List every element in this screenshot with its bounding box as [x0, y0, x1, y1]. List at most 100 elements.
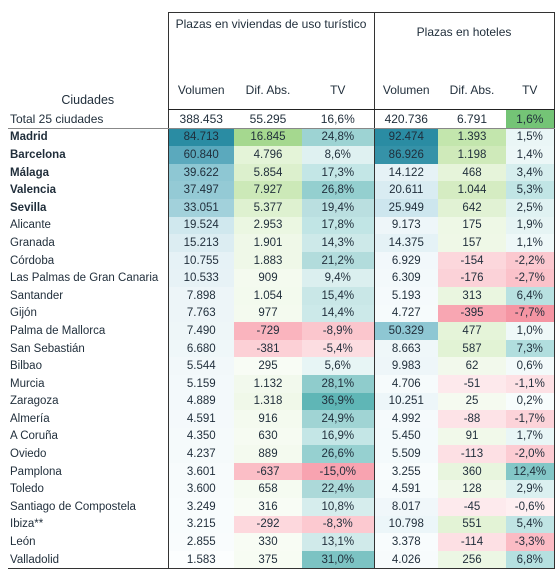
dif-hoteles-cell: 360 [438, 462, 507, 481]
volumen-viviendas-cell: 10.533 [167, 269, 234, 287]
tv-viviendas-cell: -8,3% [302, 515, 375, 534]
total-dif-hoteles: 6.791 [438, 109, 507, 129]
city-cell: Santiago de Compostela [10, 500, 136, 513]
dif-viviendas-cell: 909 [234, 269, 302, 287]
tv-viviendas-cell: 10,8% [302, 498, 375, 516]
tv-viviendas-cell: -8,9% [302, 322, 375, 340]
subheader-dif-abs-1: Dif. Abs. [234, 71, 302, 110]
city-cell: Valencia [10, 184, 57, 197]
dif-hoteles-cell: 477 [438, 322, 507, 340]
table-row: Almería 4.591 916 24,9% 4.992 -88 -1,7% [8, 410, 555, 428]
tv-viviendas-cell: 14,4% [302, 304, 375, 323]
table-row: Gijón 7.763 977 14,4% 4.727 -395 -7,7% [8, 304, 555, 323]
tv-hoteles-cell: 1,0% [506, 322, 555, 340]
volumen-viviendas-cell: 39.622 [167, 163, 234, 182]
subheader-volumen-1: Volumen [167, 71, 234, 110]
tv-hoteles-cell: 3,4% [506, 163, 555, 182]
volumen-viviendas-cell: 3.600 [167, 480, 234, 499]
dif-viviendas-cell: 5.377 [234, 198, 302, 217]
group-header-hoteles: Plazas en hoteles [373, 12, 555, 71]
city-cell: Sevilla [10, 201, 47, 214]
dif-viviendas-cell: -729 [234, 322, 302, 340]
tv-viviendas-cell: 15,4% [302, 286, 375, 305]
table-row: Palma de Mallorca 7.490 -729 -8,9% 50.329 477… [8, 322, 555, 340]
city-cell: Murcia [10, 377, 45, 390]
tv-viviendas-cell: 28,1% [302, 374, 375, 393]
volumen-viviendas-cell: 5.159 [167, 374, 234, 393]
subheader-volumen-2: Volumen [373, 71, 439, 110]
dif-hoteles-cell: -176 [438, 269, 507, 287]
tv-viviendas-cell: 8,6% [302, 146, 375, 164]
table-row: Granada 15.213 1.901 14,3% 14.375 157 1,1% [8, 234, 555, 252]
volumen-viviendas-cell: 15.213 [167, 234, 234, 252]
dif-hoteles-cell: 157 [438, 234, 507, 252]
dif-hoteles-cell: 468 [438, 163, 507, 182]
table-row: Pamplona 3.601 -637 -15,0% 3.255 360 12,4% [8, 462, 555, 481]
table-row: Alicante 19.524 2.953 17,8% 9.173 175 1,9% [8, 216, 555, 235]
table-container: Ciudades Plazas en viviendas de uso turí… [8, 12, 555, 569]
dif-hoteles-cell: 128 [438, 480, 507, 499]
dif-hoteles-cell: 587 [438, 339, 507, 358]
dif-viviendas-cell: -292 [234, 515, 302, 534]
city-cell: A Coruña [10, 430, 58, 443]
volumen-hoteles-cell: 3.378 [373, 533, 439, 551]
tv-hoteles-cell: 7,3% [506, 339, 555, 358]
tv-hoteles-cell: 1,9% [506, 216, 555, 235]
tv-hoteles-cell: 1,4% [506, 146, 555, 164]
tourism-places-table: Ciudades Plazas en viviendas de uso turí… [8, 12, 555, 569]
dif-hoteles-cell: -88 [438, 410, 507, 428]
tv-viviendas-cell: 26,6% [302, 445, 375, 463]
tv-viviendas-cell: 24,8% [302, 128, 375, 147]
volumen-hoteles-cell: 25.949 [373, 198, 439, 217]
table-row: Santander 7.898 1.054 15,4% 5.193 313 6,4% [8, 286, 555, 305]
volumen-viviendas-cell: 2.855 [167, 533, 234, 551]
tv-viviendas-cell: 17,8% [302, 216, 375, 235]
volumen-hoteles-cell: 9.173 [373, 216, 439, 235]
dif-viviendas-cell: 330 [234, 533, 302, 551]
city-cell: Las Palmas de Gran Canaria [10, 272, 159, 285]
dif-viviendas-cell: 316 [234, 498, 302, 516]
tv-viviendas-cell: -15,0% [302, 462, 375, 481]
city-cell: Zaragoza [10, 395, 59, 408]
dif-viviendas-cell: 658 [234, 480, 302, 499]
volumen-viviendas-cell: 33.051 [167, 198, 234, 217]
subheader-tv-2: TV [506, 71, 555, 110]
city-cell: Pamplona [10, 465, 62, 478]
city-cell: Madrid [10, 131, 48, 144]
city-cell: Alicante [10, 219, 51, 232]
dif-hoteles-cell: -114 [438, 533, 507, 551]
table-row: Barcelona 60.840 4.796 8,6% 86.926 1.198 1,4% [8, 146, 555, 164]
dif-viviendas-cell: 4.796 [234, 146, 302, 164]
tv-viviendas-cell: 36,9% [302, 392, 375, 411]
tv-hoteles-cell: -1,7% [506, 410, 555, 428]
tv-viviendas-cell: 22,4% [302, 480, 375, 499]
city-cell: Oviedo [10, 448, 47, 461]
volumen-viviendas-cell: 4.350 [167, 427, 234, 446]
city-cell: Ibiza** [10, 518, 44, 531]
dif-viviendas-cell: 916 [234, 410, 302, 428]
volumen-viviendas-cell: 7.763 [167, 304, 234, 323]
table-row: Oviedo 4.237 889 26,6% 5.509 -113 -2,0% [8, 445, 555, 463]
tv-hoteles-cell: 1,7% [506, 427, 555, 446]
dif-viviendas-cell: 2.953 [234, 216, 302, 235]
city-cell: Málaga [10, 166, 49, 179]
tv-hoteles-cell: -1,1% [506, 374, 555, 393]
volumen-hoteles-cell: 4.727 [373, 304, 439, 323]
dif-viviendas-cell: -637 [234, 462, 302, 481]
tv-hoteles-cell: 0,2% [506, 392, 555, 411]
dif-hoteles-cell: 1.198 [438, 146, 507, 164]
tv-viviendas-cell: 21,2% [302, 251, 375, 270]
dif-hoteles-cell: -154 [438, 251, 507, 270]
dif-hoteles-cell: 175 [438, 216, 507, 235]
dif-viviendas-cell: 630 [234, 427, 302, 446]
volumen-viviendas-cell: 4.237 [167, 445, 234, 463]
volumen-hoteles-cell: 50.329 [373, 322, 439, 340]
volumen-hoteles-cell: 4.591 [373, 480, 439, 499]
dif-hoteles-cell: -51 [438, 374, 507, 393]
dif-hoteles-cell: 313 [438, 286, 507, 305]
city-cell: Gijón [10, 307, 37, 320]
volumen-viviendas-cell: 4.591 [167, 410, 234, 428]
dif-viviendas-cell: 1.318 [234, 392, 302, 411]
city-cell: Bilbao [10, 360, 42, 373]
volumen-hoteles-cell: 14.375 [373, 234, 439, 252]
